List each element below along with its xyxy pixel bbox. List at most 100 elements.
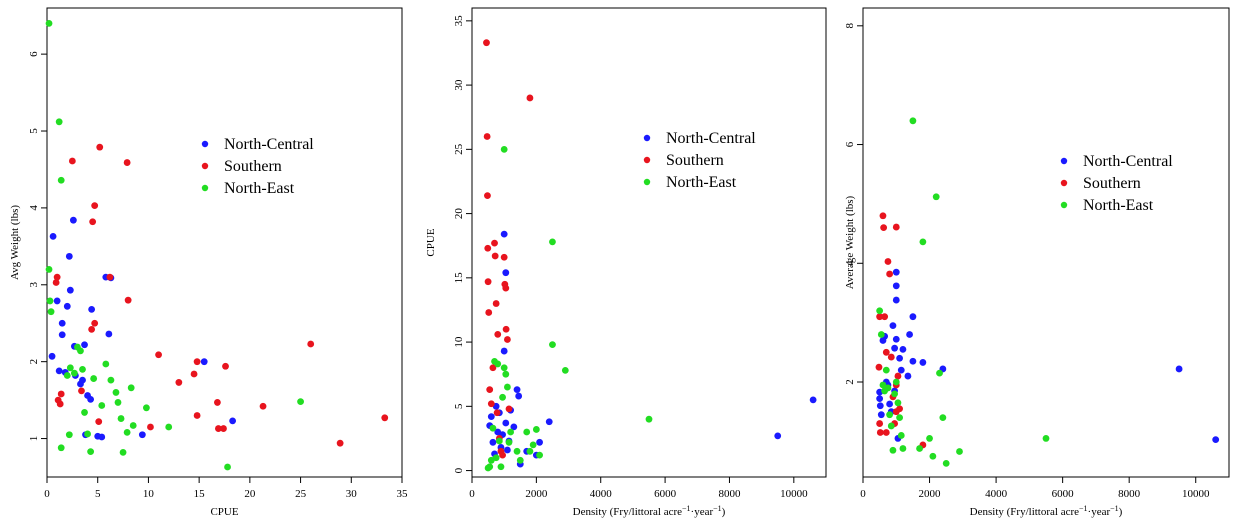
data-point-north-east (887, 422, 895, 430)
x-tick-label: 25 (295, 488, 307, 500)
x-tick-label: 15 (194, 488, 206, 500)
x-axis-title-mid: ·year (691, 506, 714, 518)
data-point-north-east (84, 430, 91, 438)
data-point-north-central (49, 232, 57, 240)
data-point-southern (215, 425, 222, 432)
data-point-southern (155, 351, 162, 359)
data-point-north-east (107, 376, 115, 384)
data-point-southern (88, 325, 96, 333)
data-point-north-east (549, 238, 556, 246)
data-point-southern (259, 402, 267, 410)
data-point-north-central (98, 433, 106, 441)
data-point-north-east (896, 414, 903, 422)
y-tick-label: 20 (453, 208, 465, 220)
data-point-north-east (81, 409, 88, 416)
data-point-southern (483, 39, 490, 47)
data-point-southern (123, 159, 131, 166)
data-point-southern (381, 414, 389, 422)
y-axis-title: Avg Weight (lbs) (9, 205, 21, 280)
data-point-southern (91, 319, 99, 327)
y-tick-label: 4 (844, 260, 856, 266)
x-axis-title: CPUE (210, 506, 238, 518)
x-axis-title-end: ) (1119, 506, 1123, 518)
data-point-north-east (645, 415, 653, 423)
data-point-north-east (77, 347, 84, 355)
data-point-southern (489, 364, 497, 372)
data-point-north-central (53, 297, 61, 305)
chart-panel-1: 0 5 10 15 20 25 30 35 1 2 3 4 5 6 CPUE Avg Weight (lbs)… (9, 7, 408, 518)
plot-frame (46, 7, 403, 478)
data-point-southern (876, 420, 884, 427)
data-point-north-east (499, 393, 506, 401)
data-point-southern (500, 253, 508, 261)
x-tick-label: 6000 (654, 488, 677, 500)
data-point-north-central (88, 305, 96, 313)
data-point-north-central (906, 331, 913, 338)
x-tick-label: 10000 (780, 488, 808, 500)
legend-label: North-Central (1083, 153, 1173, 170)
data-point-north-central (66, 286, 74, 294)
data-point-southern (879, 212, 887, 220)
data-point-north-east (65, 431, 73, 439)
data-point-north-east (505, 438, 513, 446)
data-point-north-east (114, 399, 122, 406)
data-point-north-central (65, 252, 73, 260)
data-point-north-central (1175, 365, 1183, 373)
data-point-north-central (891, 344, 899, 352)
data-point-north-central (919, 359, 927, 366)
y-axis-title: CPUE (425, 228, 437, 256)
data-point-north-central (545, 418, 553, 426)
legend-marker (201, 140, 209, 148)
data-point-southern (91, 202, 99, 209)
x-tick-label: 30 (346, 488, 358, 500)
data-point-north-east (165, 423, 173, 431)
data-point-north-central (200, 358, 208, 366)
plot-frame (862, 7, 1230, 478)
data-point-north-east (45, 19, 53, 27)
x-axis-title: Density (Fry/littoral acre−1·year−1) (573, 504, 726, 519)
x-tick-label: 4000 (985, 488, 1008, 500)
data-point-southern (124, 296, 132, 304)
data-point-southern (502, 325, 510, 333)
x-axis-title-sup2: −1 (713, 504, 722, 513)
data-point-north-east (956, 448, 963, 455)
data-point-north-central (886, 400, 894, 408)
data-point-southern (494, 330, 502, 338)
x-tick-label: 10000 (1182, 488, 1210, 500)
data-point-north-central (899, 345, 907, 353)
legend: North-Central Southern North-East (643, 130, 756, 191)
data-point-north-central (904, 372, 912, 380)
y-tick-label: 5 (453, 403, 465, 409)
x-axis-title-text: Density (Fry/littoral acre (970, 506, 1079, 518)
data-point-north-central (48, 352, 56, 360)
data-point-north-east (63, 372, 71, 379)
data-point-north-east (47, 308, 55, 316)
y-axis-title: Average Weight (lbs) (844, 195, 856, 289)
x-tick-label: 5 (95, 488, 101, 500)
data-point-north-east (102, 360, 110, 368)
x-tick-label: 2000 (525, 488, 548, 500)
data-point-north-central (774, 432, 782, 440)
data-point-southern (493, 409, 501, 417)
data-point-north-east (916, 445, 923, 452)
data-point-north-east (549, 341, 556, 349)
y-tick-label: 1 (28, 436, 40, 442)
data-point-southern (887, 353, 895, 361)
data-point-north-east (879, 381, 887, 389)
data-point-southern (880, 224, 888, 232)
y-tick-label: 8 (844, 23, 856, 29)
data-point-north-central (502, 269, 510, 277)
data-point-north-east (492, 454, 500, 462)
x-tick-label: 6000 (1052, 488, 1075, 500)
data-point-southern (896, 405, 903, 413)
data-point-southern (222, 362, 229, 370)
y-tick-label: 5 (28, 128, 40, 134)
data-point-north-east (894, 399, 902, 407)
data-point-north-east (891, 390, 899, 398)
legend-marker (643, 178, 651, 186)
data-point-southern (882, 348, 890, 356)
data-point-southern (502, 284, 510, 292)
data-point-north-central (889, 322, 897, 330)
legend-marker (1060, 157, 1068, 165)
